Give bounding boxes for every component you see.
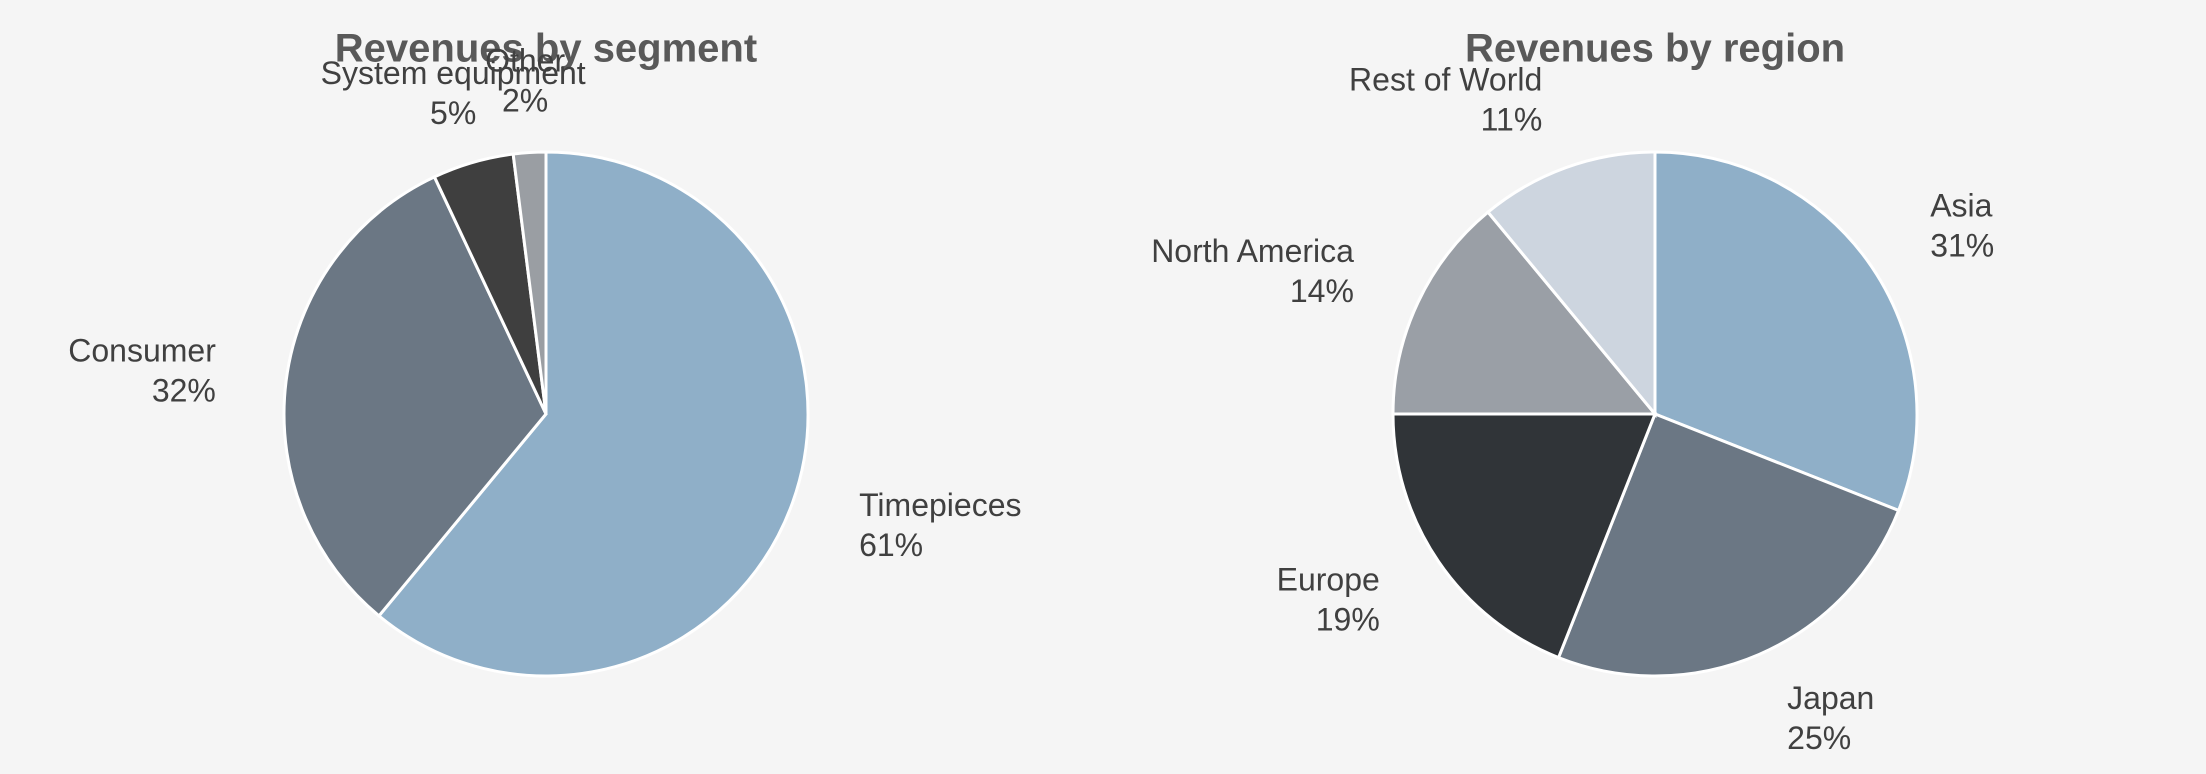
pie-slice: [1653, 150, 1919, 513]
value-label: 31%: [1930, 227, 1994, 263]
value-label: 5%: [430, 95, 476, 131]
value-label: 11%: [1481, 101, 1543, 137]
slice-label: Timepieces: [859, 487, 1021, 523]
value-label: 25%: [1787, 720, 1851, 756]
slice-label: Rest of World: [1349, 61, 1542, 97]
slice-label: Europe: [1277, 561, 1380, 597]
value-label: 61%: [859, 527, 923, 563]
slice-label: Japan: [1787, 680, 1874, 716]
value-label: 2%: [502, 82, 548, 118]
slice-label: North America: [1151, 233, 1354, 269]
chart-title: Revenues by segment: [335, 27, 757, 71]
value-label: 19%: [1316, 601, 1380, 637]
chart-title: Revenues by region: [1465, 27, 1845, 71]
pie-slice: [511, 150, 548, 415]
pie-slice: [282, 174, 548, 618]
value-label: 14%: [1290, 273, 1354, 309]
pie-slice: [376, 150, 810, 678]
slice-label: Other: [485, 42, 565, 78]
slice-label: Consumer: [68, 333, 216, 369]
pie-slice: [1556, 412, 1901, 678]
value-label: 32%: [152, 373, 216, 409]
slice-label: System equipment: [321, 55, 586, 91]
pie-slice: [1485, 150, 1657, 419]
pie-slice: [1391, 412, 1658, 660]
pie-slice: [1391, 210, 1659, 416]
slice-label: Asia: [1930, 187, 1992, 223]
